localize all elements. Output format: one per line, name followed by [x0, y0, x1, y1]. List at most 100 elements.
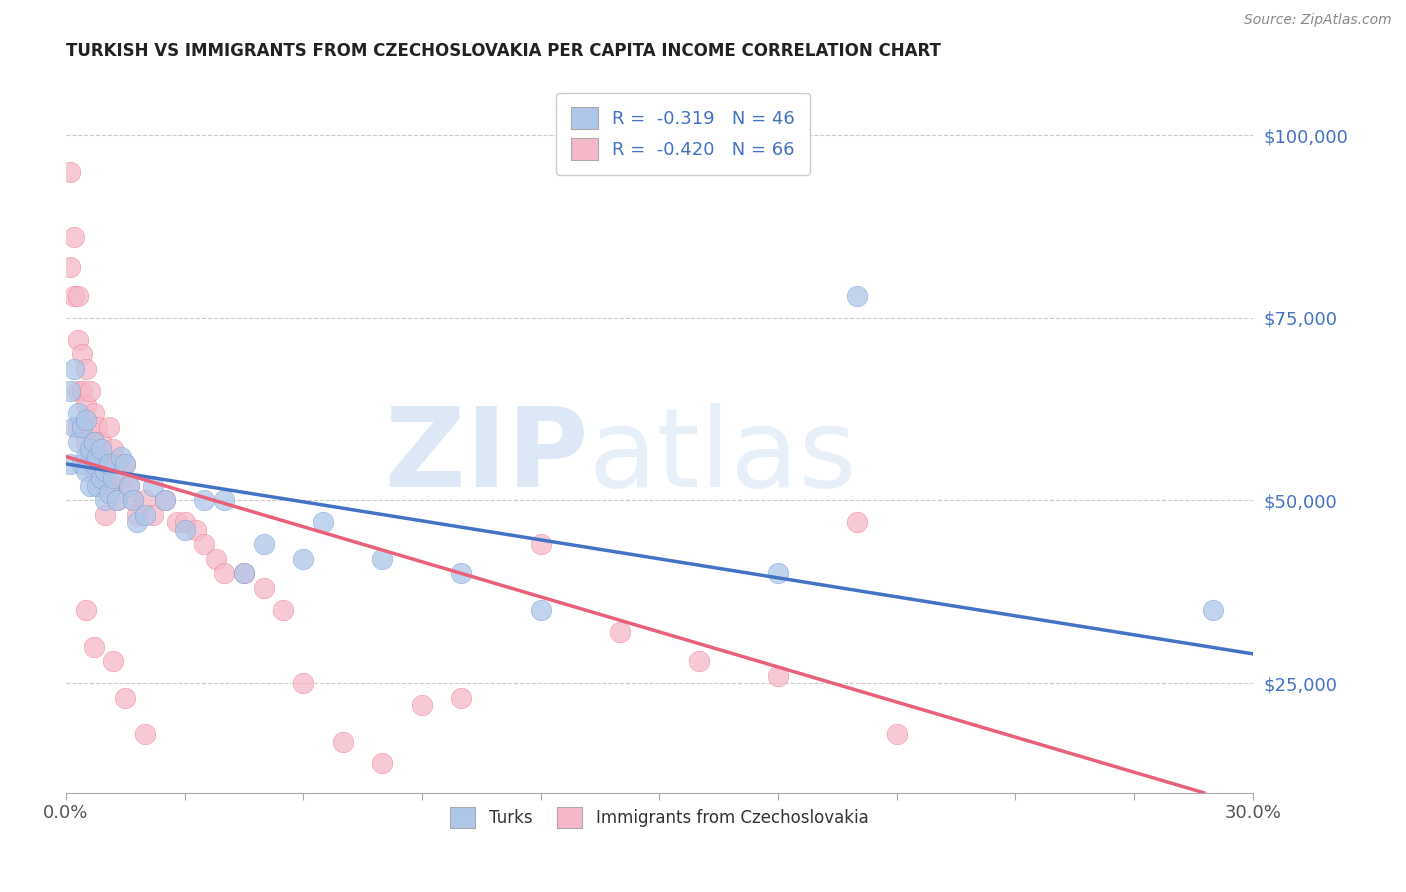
Point	[98, 420, 121, 434]
Point	[253, 537, 276, 551]
Point	[212, 493, 235, 508]
Point	[153, 493, 176, 508]
Point	[90, 471, 112, 485]
Point	[450, 690, 472, 705]
Point	[83, 464, 105, 478]
Text: Source: ZipAtlas.com: Source: ZipAtlas.com	[1244, 13, 1392, 28]
Point	[142, 508, 165, 522]
Point	[94, 493, 117, 508]
Text: atlas: atlas	[588, 402, 856, 509]
Point	[94, 464, 117, 478]
Point	[75, 413, 97, 427]
Point	[688, 654, 710, 668]
Point	[105, 493, 128, 508]
Point	[90, 442, 112, 457]
Point	[66, 384, 89, 398]
Point	[118, 479, 141, 493]
Point	[173, 516, 195, 530]
Point	[86, 479, 108, 493]
Point	[193, 537, 215, 551]
Point	[186, 523, 208, 537]
Point	[450, 566, 472, 581]
Point	[59, 260, 82, 274]
Point	[105, 493, 128, 508]
Point	[83, 406, 105, 420]
Point	[62, 362, 84, 376]
Point	[94, 479, 117, 493]
Point	[83, 640, 105, 654]
Point	[75, 362, 97, 376]
Point	[66, 333, 89, 347]
Point	[66, 434, 89, 449]
Point	[114, 690, 136, 705]
Point	[134, 493, 156, 508]
Point	[75, 603, 97, 617]
Point	[292, 552, 315, 566]
Point	[766, 669, 789, 683]
Point	[846, 516, 869, 530]
Point	[125, 516, 148, 530]
Point	[83, 434, 105, 449]
Point	[75, 464, 97, 478]
Point	[134, 727, 156, 741]
Point	[609, 624, 631, 639]
Point	[114, 457, 136, 471]
Point	[125, 508, 148, 522]
Point	[70, 420, 93, 434]
Point	[205, 552, 228, 566]
Point	[766, 566, 789, 581]
Point	[83, 434, 105, 449]
Text: ZIP: ZIP	[385, 402, 588, 509]
Point	[103, 479, 125, 493]
Point	[232, 566, 254, 581]
Point	[110, 450, 132, 464]
Point	[114, 457, 136, 471]
Point	[103, 442, 125, 457]
Point	[66, 420, 89, 434]
Point	[166, 516, 188, 530]
Point	[66, 289, 89, 303]
Point	[98, 457, 121, 471]
Point	[98, 457, 121, 471]
Legend: Turks, Immigrants from Czechoslovakia: Turks, Immigrants from Czechoslovakia	[444, 801, 875, 834]
Point	[70, 347, 93, 361]
Point	[79, 420, 101, 434]
Point	[142, 479, 165, 493]
Point	[79, 442, 101, 457]
Point	[62, 230, 84, 244]
Point	[530, 603, 553, 617]
Point	[332, 734, 354, 748]
Point	[173, 523, 195, 537]
Point	[212, 566, 235, 581]
Point	[232, 566, 254, 581]
Point	[90, 464, 112, 478]
Point	[105, 457, 128, 471]
Point	[122, 493, 145, 508]
Point	[90, 434, 112, 449]
Point	[134, 508, 156, 522]
Point	[103, 471, 125, 485]
Point	[94, 508, 117, 522]
Point	[193, 493, 215, 508]
Point	[312, 516, 335, 530]
Point	[79, 450, 101, 464]
Point	[86, 420, 108, 434]
Point	[86, 450, 108, 464]
Point	[75, 450, 97, 464]
Point	[1202, 603, 1225, 617]
Point	[62, 420, 84, 434]
Point	[98, 486, 121, 500]
Point	[153, 493, 176, 508]
Point	[103, 654, 125, 668]
Point	[66, 406, 89, 420]
Point	[846, 289, 869, 303]
Point	[122, 493, 145, 508]
Point	[110, 471, 132, 485]
Point	[70, 384, 93, 398]
Point	[75, 434, 97, 449]
Point	[292, 676, 315, 690]
Point	[59, 457, 82, 471]
Point	[530, 537, 553, 551]
Point	[70, 420, 93, 434]
Point	[273, 603, 295, 617]
